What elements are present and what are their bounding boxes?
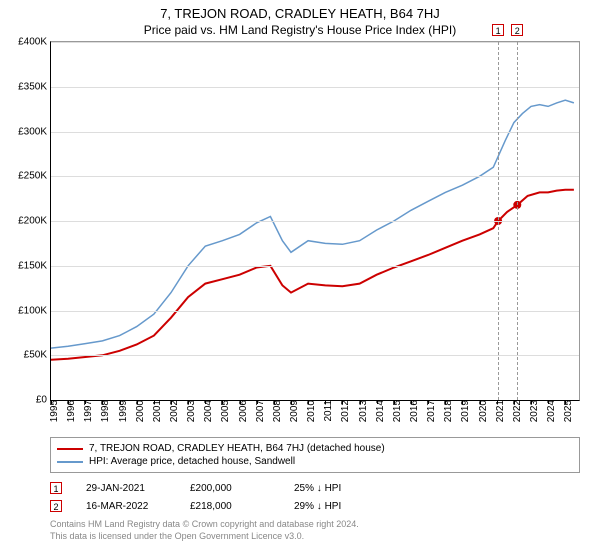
plot-area: £0£50K£100K£150K£200K£250K£300K£350K£400… [50,41,580,401]
x-axis-label: 2013 [356,400,369,422]
x-axis-label: 2005 [218,400,231,422]
y-axis-label: £350K [18,81,51,92]
transaction-pct: 25% ↓ HPI [294,483,374,494]
y-axis-label: £400K [18,37,51,48]
legend-row: 7, TREJON ROAD, CRADLEY HEATH, B64 7HJ (… [57,442,573,455]
x-axis-label: 2018 [441,400,454,422]
x-axis-label: 2016 [407,400,420,422]
transaction-row: 1 29-JAN-2021 £200,000 25% ↓ HPI [50,479,580,497]
x-axis-label: 2002 [167,400,180,422]
x-axis-label: 2025 [561,400,574,422]
x-axis-label: 2024 [544,400,557,422]
transaction-index-badge: 1 [50,482,62,494]
x-axis-label: 2022 [510,400,523,422]
chart-container: 7, TREJON ROAD, CRADLEY HEATH, B64 7HJ P… [0,0,600,560]
gridline [51,311,579,312]
transaction-date: 29-JAN-2021 [86,483,166,494]
footer-line: This data is licensed under the Open Gov… [50,531,580,543]
y-axis-label: £200K [18,216,51,227]
x-axis-label: 2003 [184,400,197,422]
legend-label: HPI: Average price, detached house, Sand… [89,456,295,467]
x-axis-label: 2011 [321,400,334,422]
transaction-table: 1 29-JAN-2021 £200,000 25% ↓ HPI 2 16-MAR-202… [50,479,580,515]
footer-line: Contains HM Land Registry data © Crown c… [50,519,580,531]
transaction-index-badge: 2 [50,500,62,512]
transaction-pct: 29% ↓ HPI [294,501,374,512]
y-axis-label: £300K [18,126,51,137]
x-axis-label: 2008 [270,400,283,422]
x-axis-label: 2021 [493,400,506,422]
transaction-price: £218,000 [190,501,270,512]
x-axis-label: 2020 [476,400,489,422]
y-axis-label: £250K [18,171,51,182]
x-axis-label: 1999 [116,400,129,422]
y-axis-label: £50K [24,350,51,361]
x-axis-label: 2023 [527,400,540,422]
chart-title: 7, TREJON ROAD, CRADLEY HEATH, B64 7HJ [0,0,600,21]
x-axis-label: 2019 [458,400,471,422]
gridline [51,87,579,88]
x-axis-label: 2012 [338,400,351,422]
transaction-index-badge: 1 [492,24,504,36]
transaction-vline [517,42,518,400]
x-axis-label: 2001 [150,400,163,422]
x-axis-label: 2006 [236,400,249,422]
legend-swatch [57,448,83,450]
legend-label: 7, TREJON ROAD, CRADLEY HEATH, B64 7HJ (… [89,443,385,454]
gridline [51,221,579,222]
transaction-price: £200,000 [190,483,270,494]
transaction-index-badge: 2 [511,24,523,36]
legend: 7, TREJON ROAD, CRADLEY HEATH, B64 7HJ (… [50,437,580,473]
y-axis-label: £150K [18,260,51,271]
x-axis-label: 2010 [304,400,317,422]
gridline [51,42,579,43]
transaction-vline [498,42,499,400]
transaction-date: 16-MAR-2022 [86,501,166,512]
gridline [51,355,579,356]
x-axis-label: 2004 [201,400,214,422]
x-axis-label: 1996 [64,400,77,422]
x-axis-label: 2014 [373,400,386,422]
gridline [51,266,579,267]
x-axis-label: 1998 [98,400,111,422]
x-axis-label: 2009 [287,400,300,422]
transaction-row: 2 16-MAR-2022 £218,000 29% ↓ HPI [50,497,580,515]
gridline [51,176,579,177]
x-axis-label: 2017 [424,400,437,422]
chart-subtitle: Price paid vs. HM Land Registry's House … [0,21,600,41]
x-axis-label: 1997 [81,400,94,422]
footer-attribution: Contains HM Land Registry data © Crown c… [50,519,580,542]
x-axis-label: 2000 [133,400,146,422]
x-axis-label: 1995 [47,400,60,422]
x-axis-label: 2015 [390,400,403,422]
y-axis-label: £100K [18,305,51,316]
series-line [51,190,574,360]
legend-swatch [57,461,83,463]
gridline [51,132,579,133]
x-axis-label: 2007 [253,400,266,422]
legend-row: HPI: Average price, detached house, Sand… [57,455,573,468]
